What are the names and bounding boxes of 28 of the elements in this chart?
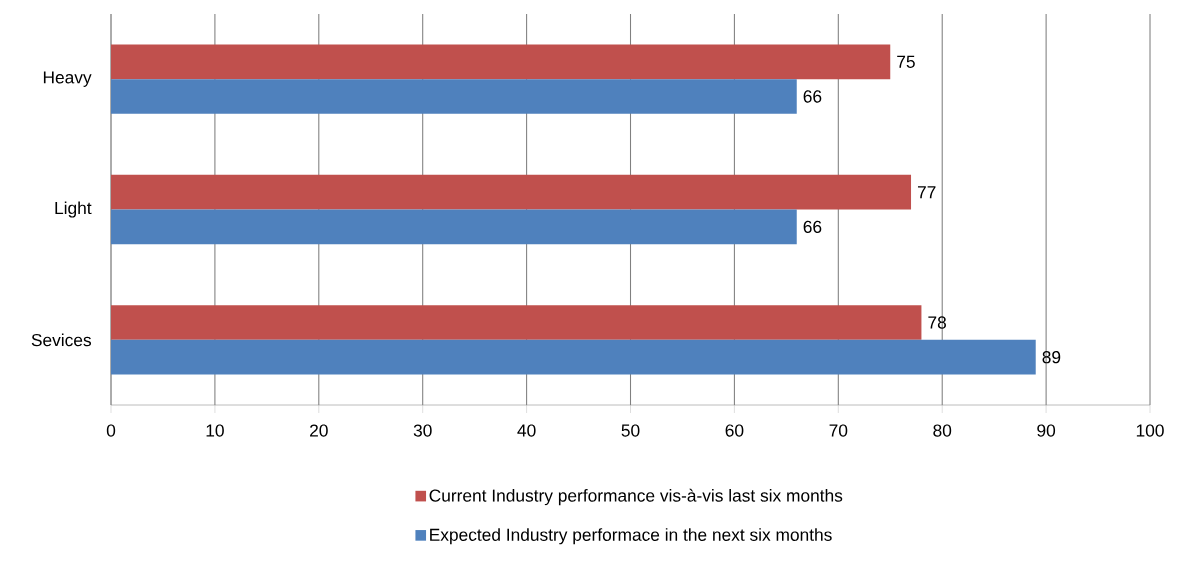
x-tick-label: 90 [1037, 424, 1056, 437]
x-tick-label: 20 [310, 424, 328, 437]
y-tick-label: Light [55, 201, 92, 218]
y-tick-label: Heavy [43, 71, 92, 87]
legend-label: Current Industry performance vis-à-vis last six months [429, 488, 843, 506]
x-tick-label: 40 [517, 424, 536, 437]
legend-label: Expected Industry performace in the next six months [430, 528, 832, 545]
bar [111, 209, 797, 245]
x-tick-label: 0 [106, 424, 116, 437]
data-label: 78 [928, 316, 946, 329]
x-tick-label: 50 [621, 424, 640, 437]
data-label: 66 [803, 220, 822, 233]
data-label: 89 [1042, 351, 1061, 364]
data-label: 77 [917, 186, 936, 199]
bar [111, 79, 797, 114]
data-label: 75 [897, 55, 915, 68]
x-tick-label: 60 [725, 424, 744, 437]
x-tick-label: 70 [829, 424, 848, 437]
bar [111, 305, 922, 340]
y-tick-label: Sevices [31, 333, 91, 347]
x-tick-label: 10 [206, 424, 224, 437]
bar [111, 174, 912, 210]
data-label: 66 [803, 90, 822, 103]
x-tick-label: 100 [1136, 424, 1164, 437]
bar [111, 339, 1036, 375]
x-tick-label: 30 [413, 424, 432, 437]
bar [111, 44, 891, 80]
x-tick-label: 80 [933, 424, 952, 437]
